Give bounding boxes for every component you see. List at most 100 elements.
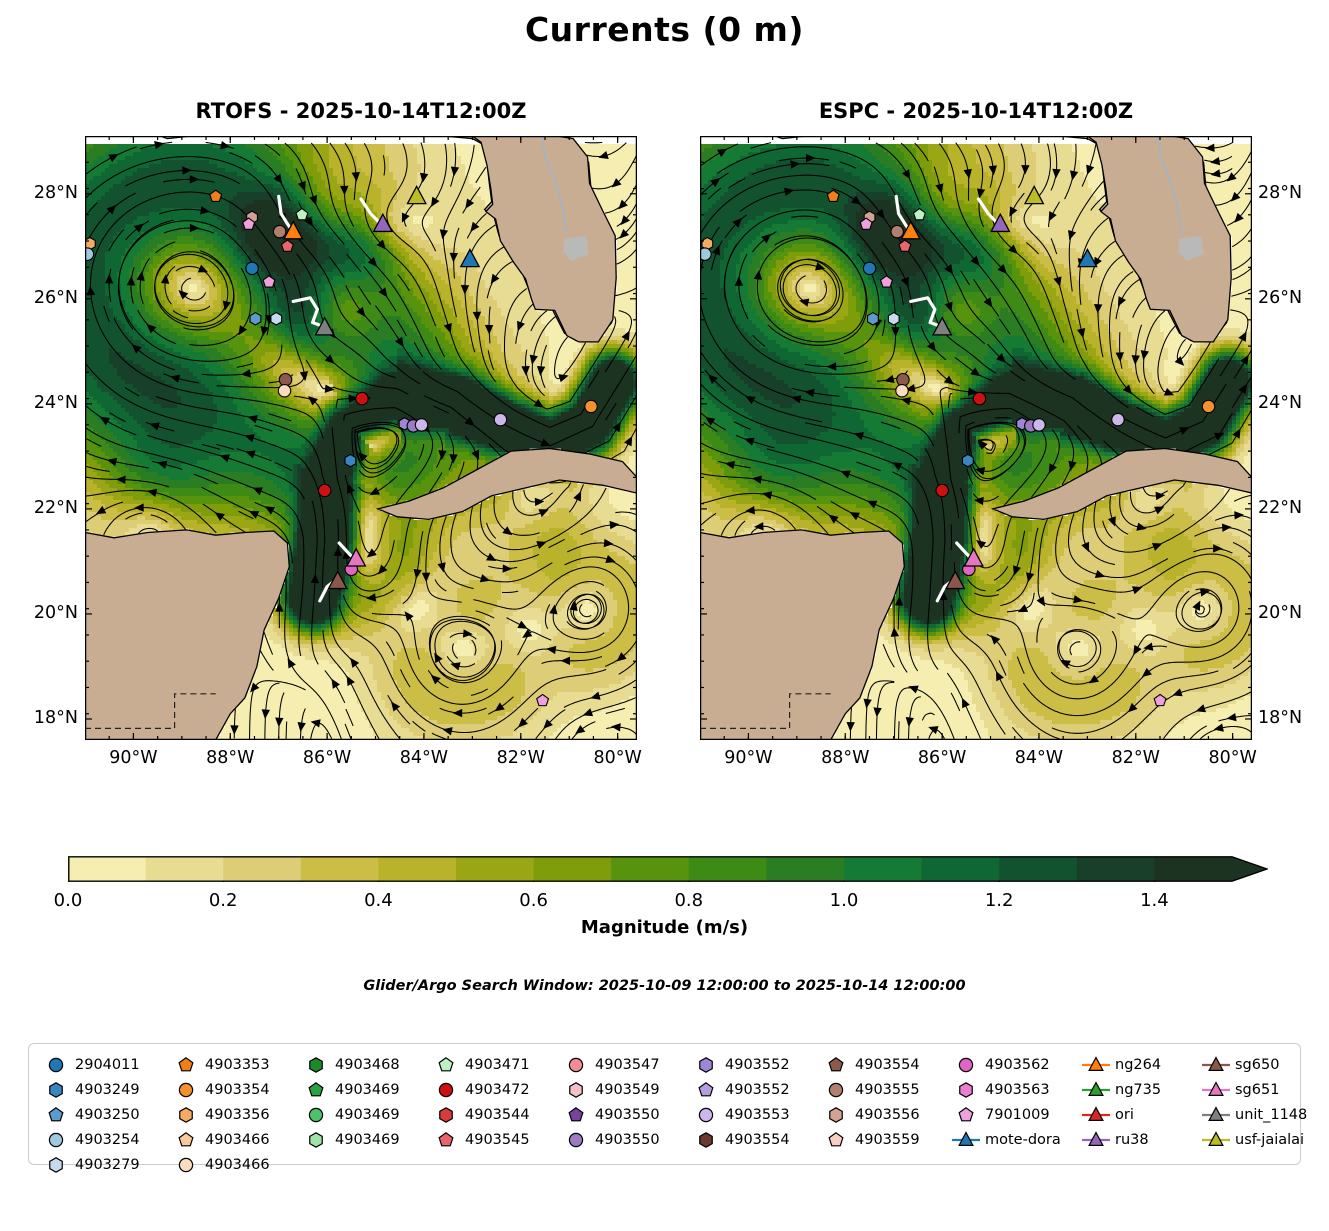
argo-float-marker[interactable] — [317, 483, 332, 498]
argo-float-marker[interactable] — [280, 239, 294, 252]
glider-marker[interactable] — [406, 185, 427, 205]
argo-floats[interactable] — [700, 189, 1216, 707]
glider-marker[interactable] — [345, 547, 367, 567]
legend-item[interactable]: 4903356 — [171, 1102, 270, 1127]
argo-float-marker[interactable] — [249, 311, 262, 326]
argo-float-marker[interactable] — [414, 418, 429, 432]
legend-item[interactable]: 4903468 — [301, 1052, 400, 1077]
legend-item[interactable]: 4903554 — [691, 1127, 790, 1152]
legend-item[interactable]: 4903545 — [431, 1127, 530, 1152]
glider-markers[interactable] — [900, 185, 1098, 590]
legend-item[interactable]: 4903354 — [171, 1077, 270, 1102]
glider-marker[interactable] — [963, 547, 984, 567]
legend-item[interactable]: sg650 — [1201, 1052, 1307, 1077]
argo-float-marker[interactable] — [295, 207, 309, 221]
argo-float-marker[interactable] — [242, 217, 256, 230]
legend-item[interactable]: ori — [1081, 1102, 1161, 1127]
argo-float-marker[interactable] — [961, 453, 974, 468]
legend-item[interactable]: 4903562 — [951, 1052, 1061, 1077]
legend-item[interactable]: 4903559 — [821, 1127, 920, 1152]
argo-float-marker[interactable] — [270, 311, 283, 326]
legend-item[interactable]: 4903554 — [821, 1052, 920, 1077]
argo-float-marker[interactable] — [1153, 693, 1167, 707]
legend-item[interactable]: 2904011 — [41, 1052, 140, 1077]
legend-item[interactable]: 4903553 — [691, 1102, 790, 1127]
legend-item[interactable]: 4903353 — [171, 1052, 270, 1077]
argo-float-marker[interactable] — [278, 372, 293, 387]
glider-marker[interactable] — [1023, 185, 1045, 205]
current-magnitude-map — [85, 136, 637, 740]
legend-item[interactable]: 4903544 — [431, 1102, 530, 1127]
argo-float-marker[interactable] — [862, 261, 877, 276]
legend-item[interactable]: 4903466 — [171, 1152, 270, 1177]
legend-item[interactable]: 4903466 — [171, 1127, 270, 1152]
glider-marker[interactable] — [1077, 248, 1098, 268]
legend-item[interactable]: usf-jaialai — [1201, 1127, 1307, 1152]
argo-float-marker[interactable] — [898, 239, 912, 252]
argo-float-marker[interactable] — [209, 189, 223, 202]
legend-item[interactable]: ng735 — [1081, 1077, 1161, 1102]
legend-item[interactable]: 4903550 — [561, 1127, 660, 1152]
glider-marker[interactable] — [944, 570, 966, 590]
legend-item[interactable]: 4903555 — [821, 1077, 920, 1102]
argo-float-marker[interactable] — [972, 391, 987, 406]
legend-item[interactable]: 4903469 — [301, 1102, 400, 1127]
argo-float-marker[interactable] — [262, 275, 276, 288]
glider-marker[interactable] — [459, 248, 481, 268]
argo-float-marker[interactable] — [355, 391, 369, 406]
argo-float-marker[interactable] — [1201, 399, 1216, 414]
legend-item[interactable]: sg651 — [1201, 1077, 1307, 1102]
map-panel-espc[interactable] — [700, 136, 1252, 740]
argo-float-marker[interactable] — [272, 224, 287, 239]
glider-marker[interactable] — [327, 570, 349, 590]
glider-marker[interactable] — [990, 212, 1011, 233]
glider-marker[interactable] — [900, 220, 921, 240]
argo-float-marker[interactable] — [85, 247, 95, 261]
glider-marker[interactable] — [314, 316, 335, 336]
legend-item[interactable]: ng264 — [1081, 1052, 1161, 1077]
legend-item[interactable]: 4903552 — [691, 1077, 790, 1102]
argo-float-marker[interactable] — [859, 217, 873, 230]
legend-item[interactable]: 4903552 — [691, 1052, 790, 1077]
argo-float-marker[interactable] — [890, 224, 904, 239]
legend-item[interactable]: 4903550 — [561, 1102, 660, 1127]
argo-float-marker[interactable] — [867, 311, 879, 326]
argo-float-marker[interactable] — [584, 399, 598, 414]
map-panel-rtofs[interactable] — [85, 136, 637, 740]
legend-item[interactable]: 4903469 — [301, 1127, 400, 1152]
argo-float-marker[interactable] — [1032, 418, 1046, 432]
legend-item[interactable]: ru38 — [1081, 1127, 1161, 1152]
argo-float-marker[interactable] — [536, 693, 550, 707]
legend-item[interactable]: 4903254 — [41, 1127, 140, 1152]
argo-float-marker[interactable] — [277, 383, 292, 398]
legend-item[interactable]: 4903547 — [561, 1052, 660, 1077]
argo-float-marker[interactable] — [887, 311, 900, 326]
argo-float-marker[interactable] — [912, 207, 926, 221]
legend-item[interactable]: mote-dora — [951, 1127, 1061, 1152]
argo-float-marker[interactable] — [700, 247, 712, 261]
argo-float-marker[interactable] — [493, 412, 508, 427]
glider-marker[interactable] — [931, 316, 953, 336]
legend-item[interactable]: 4903549 — [561, 1077, 660, 1102]
argo-float-marker[interactable] — [1111, 412, 1125, 427]
argo-float-marker[interactable] — [879, 275, 894, 288]
argo-float-marker[interactable] — [935, 483, 949, 498]
argo-float-marker[interactable] — [896, 372, 910, 387]
legend-item[interactable]: 4903279 — [41, 1152, 140, 1177]
legend-item[interactable]: 4903469 — [301, 1077, 400, 1102]
glider-markers[interactable] — [282, 185, 481, 590]
legend-item[interactable]: 4903472 — [431, 1077, 530, 1102]
argo-float-marker[interactable] — [344, 453, 357, 468]
legend-item[interactable]: 7901009 — [951, 1102, 1061, 1127]
glider-marker[interactable] — [282, 220, 304, 240]
legend-item[interactable]: 4903563 — [951, 1077, 1061, 1102]
argo-float-marker[interactable] — [895, 383, 909, 398]
legend-item[interactable]: 4903250 — [41, 1102, 140, 1127]
legend-item[interactable]: 4903471 — [431, 1052, 530, 1077]
glider-marker[interactable] — [372, 212, 394, 233]
legend-item[interactable]: 4903556 — [821, 1102, 920, 1127]
argo-float-marker[interactable] — [826, 189, 840, 202]
argo-float-marker[interactable] — [245, 261, 259, 276]
legend-item[interactable]: 4903249 — [41, 1077, 140, 1102]
legend-item[interactable]: unit_1148 — [1201, 1102, 1307, 1127]
